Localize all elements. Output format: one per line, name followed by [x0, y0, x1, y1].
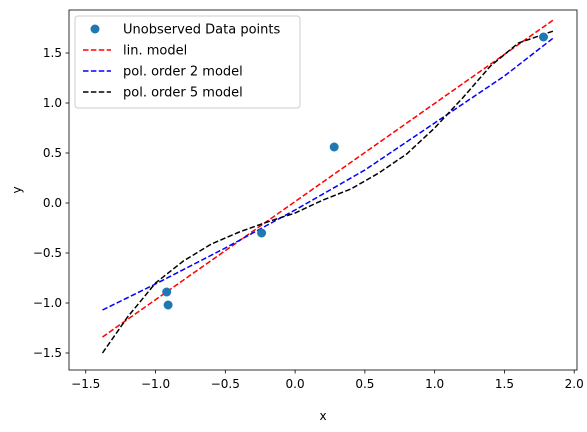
y-tick-label: 1.5 — [43, 46, 62, 60]
x-axis-label: x — [319, 409, 326, 423]
legend-marker-scatter — [90, 24, 100, 34]
data-point — [257, 228, 267, 238]
chart-marks — [101, 19, 554, 354]
data-point — [539, 32, 548, 42]
data-point — [329, 142, 339, 152]
y-tick-label: −0.5 — [33, 246, 62, 260]
legend-label-scatter: Unobserved Data points — [123, 23, 280, 38]
series-line-0 — [102, 19, 554, 338]
axes-frame — [68, 9, 578, 371]
y-tick-label: 1.0 — [43, 96, 62, 110]
legend-label-0: lin. model — [123, 44, 187, 59]
series-line-2 — [101, 30, 554, 354]
y-tick-label: 0.0 — [43, 196, 62, 210]
x-tick-label: −0.5 — [211, 377, 240, 391]
legend-box — [74, 15, 301, 109]
x-tick-label: −1.0 — [141, 377, 170, 391]
legend-label-1: pol. order 2 model — [123, 65, 243, 80]
y-tick-label: −1.5 — [33, 346, 62, 360]
y-tick-label: 0.5 — [43, 146, 62, 160]
x-tick-label: 0.0 — [286, 377, 305, 391]
legend: Unobserved Data points lin. model pol. ord… — [74, 15, 301, 109]
y-tick-label: −1.0 — [33, 296, 62, 310]
data-point — [163, 300, 173, 310]
legend-label-2: pol. order 5 model — [123, 86, 243, 101]
y-axis-label: y — [10, 186, 24, 193]
x-tick-label: 2.0 — [565, 377, 584, 391]
data-point — [162, 287, 172, 297]
x-tick-label: 1.0 — [425, 377, 444, 391]
x-tick-label: 0.5 — [355, 377, 374, 391]
axes: −1.5 −1.0 −0.5 0.0 0.5 1.0 1.5 2.0 −1.5 −1.0 −0.5 0… — [33, 9, 584, 391]
x-tick-label: 1.5 — [495, 377, 514, 391]
x-tick-label: −1.5 — [71, 377, 100, 391]
series-line-1 — [102, 37, 554, 311]
